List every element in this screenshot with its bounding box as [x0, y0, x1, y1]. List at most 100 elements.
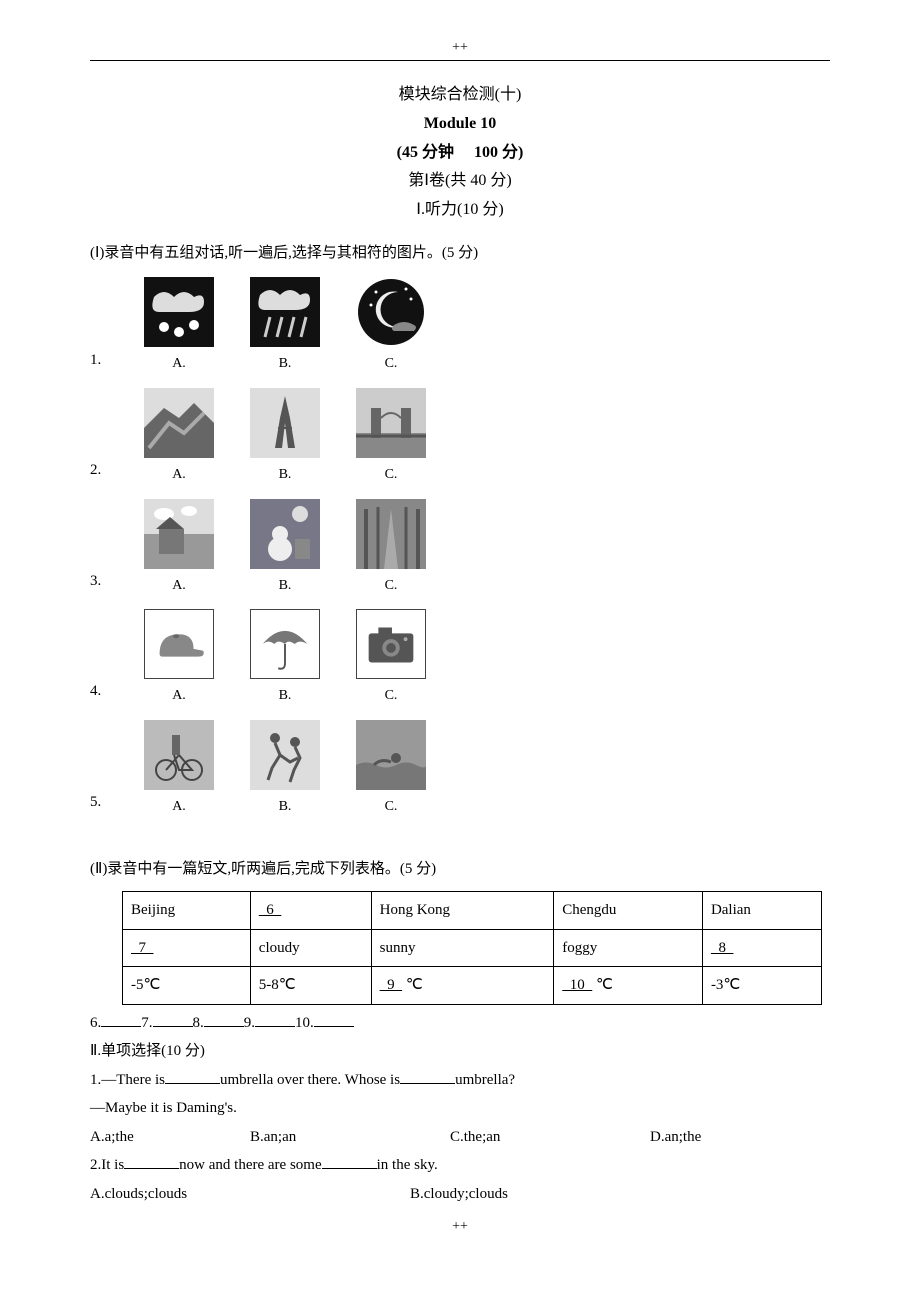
umbrella-icon — [250, 609, 320, 679]
image-option-label: C. — [356, 351, 426, 378]
image-question-row: 1. A. B. C. — [90, 277, 830, 378]
image-question-row: 2. A. B. C. — [90, 388, 830, 489]
forest-path-icon — [356, 499, 426, 569]
image-option: A. — [144, 720, 214, 821]
q2-stem-b: now and there are some — [179, 1157, 321, 1173]
table-row: 7 cloudysunnyfoggy 8 — [123, 929, 822, 967]
question-number: 5. — [90, 788, 108, 821]
table-cell: Dalian — [702, 892, 821, 930]
section1-intro: (Ⅰ)录音中有五组对话,听一遍后,选择与其相符的图片。(5 分) — [90, 239, 830, 268]
image-option: B. — [250, 499, 320, 600]
blank — [255, 1012, 295, 1027]
image-option-label: C. — [356, 462, 426, 489]
image-option-label: B. — [250, 794, 320, 821]
blank — [314, 1012, 354, 1027]
weather-table: Beijing 6 Hong KongChengduDalian 7 cloud… — [122, 891, 822, 1005]
title-line3a: (45 分钟 — [397, 144, 454, 161]
snow-icon — [144, 277, 214, 347]
eiffel-tower-icon — [250, 388, 320, 458]
table-cell: Beijing — [123, 892, 251, 930]
image-option-label: C. — [356, 683, 426, 710]
blank-item: 6. — [90, 1015, 101, 1031]
bicycle-icon — [144, 720, 214, 790]
q2-stem-a: 2.It is — [90, 1157, 124, 1173]
table-cell: 8 — [702, 929, 821, 967]
table-cell: foggy — [554, 929, 703, 967]
cap-icon — [144, 609, 214, 679]
image-option-label: B. — [250, 351, 320, 378]
section2-intro: (Ⅱ)录音中有一篇短文,听两遍后,完成下列表格。(5 分) — [90, 855, 830, 884]
question-number: 2. — [90, 456, 108, 489]
table-cell: cloudy — [250, 929, 371, 967]
question-number: 3. — [90, 567, 108, 600]
image-option-label: A. — [144, 794, 214, 821]
image-option: B. — [250, 720, 320, 821]
blank-item: 8. — [193, 1015, 204, 1031]
image-option-label: A. — [144, 462, 214, 489]
image-option: C. — [356, 499, 426, 600]
image-option-label: A. — [144, 683, 214, 710]
table-cell: Chengdu — [554, 892, 703, 930]
image-option: A. — [144, 277, 214, 378]
table-row: -5℃5-8℃ 9 ℃ 10 ℃-3℃ — [123, 967, 822, 1005]
q1-opt-b: B.an;an — [250, 1123, 450, 1152]
hut-clouds-icon — [144, 499, 214, 569]
image-option: B. — [250, 388, 320, 489]
title-line4: 第Ⅰ卷(共 40 分) — [90, 167, 830, 196]
title-line3: (45 分钟 100 分) — [90, 139, 830, 168]
q1-options: A.a;the B.an;an C.the;an D.an;the — [90, 1123, 830, 1152]
table-cell: 10 ℃ — [554, 967, 703, 1005]
image-option-label: B. — [250, 683, 320, 710]
blanks-line: 6.7.8.9.10. — [90, 1009, 830, 1038]
blank — [101, 1012, 141, 1027]
swimming-icon — [356, 720, 426, 790]
q2-stem: 2.It isnow and there are somein the sky. — [90, 1151, 830, 1180]
running-icon — [250, 720, 320, 790]
image-option-label: C. — [356, 573, 426, 600]
camera-icon — [356, 609, 426, 679]
image-option: A. — [144, 499, 214, 600]
title-line1: 模块综合检测(十) — [90, 81, 830, 110]
image-option-label: B. — [250, 462, 320, 489]
q1-opt-d: D.an;the — [650, 1123, 770, 1152]
blank — [400, 1069, 455, 1084]
image-option: C. — [356, 720, 426, 821]
q1-opt-a: A.a;the — [90, 1123, 250, 1152]
blank — [124, 1154, 179, 1169]
q2-opt-b: B.cloudy;clouds — [410, 1180, 508, 1209]
blank — [322, 1154, 377, 1169]
image-option: C. — [356, 609, 426, 710]
table-cell: Hong Kong — [371, 892, 554, 930]
question-number: 1. — [90, 346, 108, 379]
blank — [165, 1069, 220, 1084]
q1-stem-c: umbrella? — [455, 1072, 515, 1088]
table-cell: 7 — [123, 929, 251, 967]
header-mark: ++ — [90, 40, 830, 56]
image-option: C. — [356, 277, 426, 378]
title-line2: Module 10 — [90, 110, 830, 139]
blank-item: 7. — [141, 1015, 152, 1031]
image-question-row: 5. A. B. C. — [90, 720, 830, 821]
table-cell: -5℃ — [123, 967, 251, 1005]
q1-stem-a: 1.—There is — [90, 1072, 165, 1088]
image-option: C. — [356, 388, 426, 489]
great-wall-icon — [144, 388, 214, 458]
blank — [153, 1012, 193, 1027]
blank — [204, 1012, 244, 1027]
header-rule — [90, 60, 830, 61]
table-cell: 9 ℃ — [371, 967, 554, 1005]
q1-stem-b: umbrella over there. Whose is — [220, 1072, 400, 1088]
title-block: 模块综合检测(十) Module 10 (45 分钟 100 分) 第Ⅰ卷(共 … — [90, 81, 830, 225]
footer-mark: ++ — [90, 1214, 830, 1241]
content: (Ⅰ)录音中有五组对话,听一遍后,选择与其相符的图片。(5 分) 1. A. B. C… — [90, 239, 830, 1241]
q2-opt-a: A.clouds;clouds — [90, 1180, 410, 1209]
image-option: A. — [144, 388, 214, 489]
rain-icon — [250, 277, 320, 347]
image-option: B. — [250, 277, 320, 378]
q1-stem: 1.—There is umbrella over there. Whose is… — [90, 1066, 830, 1095]
moon-night-icon — [356, 277, 426, 347]
question-number: 4. — [90, 677, 108, 710]
title-line3b: 100 分) — [474, 144, 523, 161]
blank-item: 10. — [295, 1015, 314, 1031]
table-row: Beijing 6 Hong KongChengduDalian — [123, 892, 822, 930]
